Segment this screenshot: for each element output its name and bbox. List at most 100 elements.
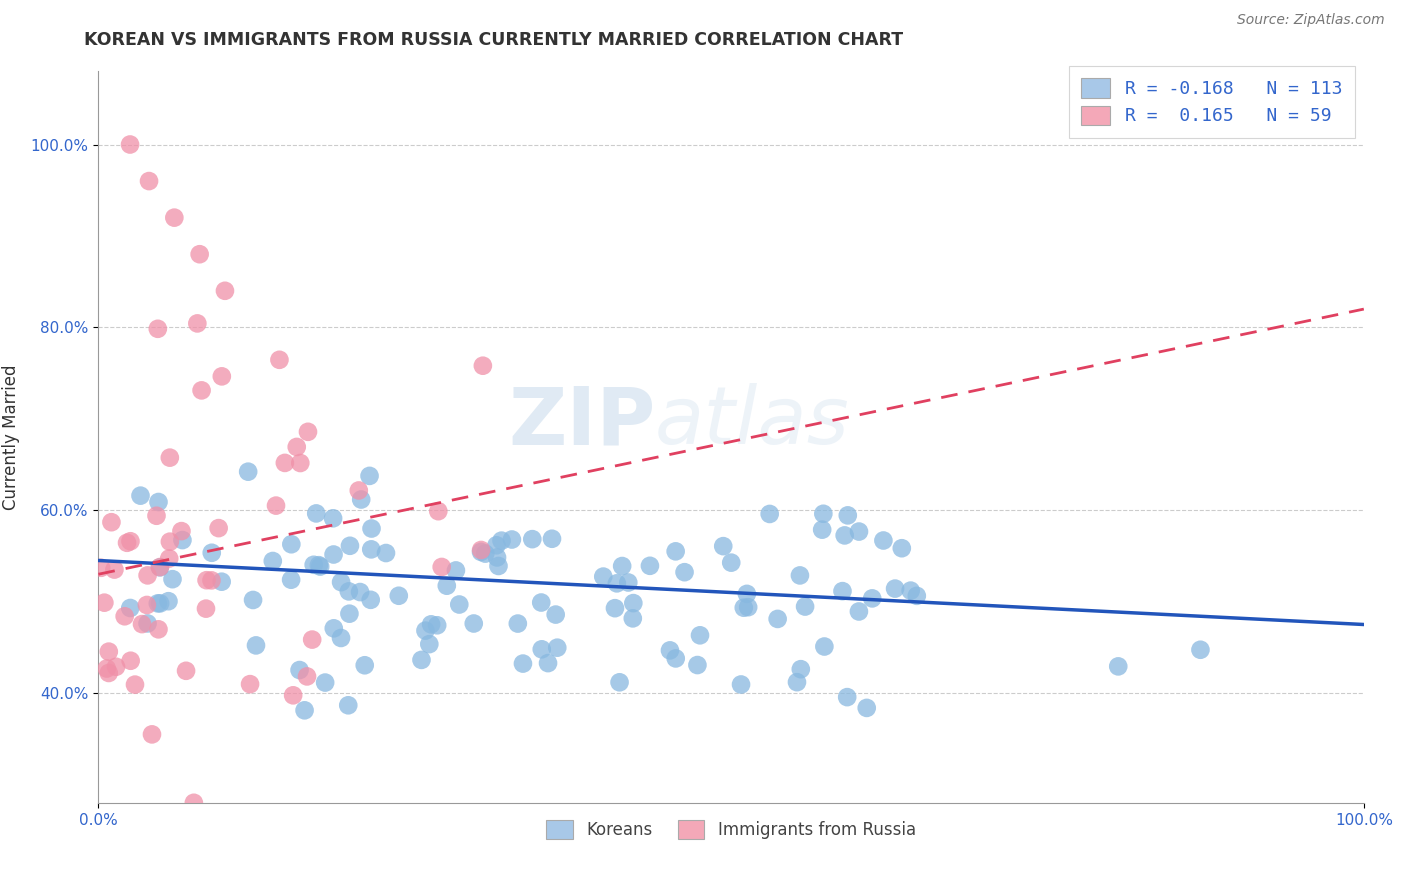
Point	[617, 575, 640, 590]
Point	[360, 522, 382, 536]
Y-axis label: Currently Married: Currently Married	[1, 364, 20, 510]
Point	[360, 542, 382, 557]
Point	[470, 543, 492, 558]
Point	[592, 569, 614, 583]
Point	[449, 598, 471, 612]
Point	[474, 547, 496, 561]
Point	[100, 515, 122, 529]
Point	[105, 660, 128, 674]
Point	[711, 539, 734, 553]
Point	[93, 596, 115, 610]
Point	[294, 703, 316, 717]
Point	[309, 559, 332, 574]
Point	[730, 677, 752, 691]
Text: atlas: atlas	[655, 384, 851, 461]
Point	[301, 632, 323, 647]
Point	[201, 546, 224, 560]
Point	[124, 678, 146, 692]
Point	[537, 656, 560, 670]
Point	[280, 573, 302, 587]
Point	[157, 551, 180, 566]
Point	[120, 601, 142, 615]
Point	[200, 574, 222, 588]
Point	[97, 665, 120, 680]
Point	[330, 631, 353, 645]
Text: KOREAN VS IMMIGRANTS FROM RUSSIA CURRENTLY MARRIED CORRELATION CHART: KOREAN VS IMMIGRANTS FROM RUSSIA CURRENT…	[84, 31, 904, 49]
Point	[136, 568, 159, 582]
Point	[347, 483, 370, 498]
Point	[388, 589, 411, 603]
Point	[149, 560, 172, 574]
Point	[305, 507, 328, 521]
Point	[136, 616, 159, 631]
Point	[737, 600, 759, 615]
Point	[491, 533, 513, 548]
Point	[245, 639, 267, 653]
Point	[159, 450, 181, 465]
Point	[470, 545, 492, 559]
Point	[837, 508, 859, 523]
Point	[322, 548, 344, 562]
Point	[322, 621, 344, 635]
Point	[239, 677, 262, 691]
Point	[337, 698, 360, 713]
Point	[855, 701, 877, 715]
Point	[766, 612, 789, 626]
Point	[488, 558, 510, 573]
Point	[689, 628, 711, 642]
Point	[274, 456, 297, 470]
Point	[302, 558, 325, 572]
Point	[288, 663, 311, 677]
Point	[339, 607, 361, 621]
Point	[530, 642, 553, 657]
Point	[485, 538, 508, 552]
Point	[149, 560, 172, 574]
Point	[170, 524, 193, 538]
Point	[129, 489, 152, 503]
Point	[297, 425, 319, 439]
Point	[609, 675, 631, 690]
Point	[281, 689, 304, 703]
Point	[183, 796, 205, 810]
Point	[103, 563, 125, 577]
Point	[606, 576, 628, 591]
Point	[786, 675, 808, 690]
Point	[546, 640, 568, 655]
Point	[733, 600, 755, 615]
Point	[330, 575, 353, 590]
Point	[120, 654, 142, 668]
Text: ZIP: ZIP	[508, 384, 655, 461]
Point	[290, 456, 312, 470]
Point	[720, 556, 742, 570]
Point	[544, 607, 567, 622]
Point	[295, 669, 318, 683]
Point	[411, 653, 433, 667]
Point	[436, 579, 458, 593]
Point	[735, 587, 758, 601]
Point	[188, 247, 211, 261]
Point	[530, 595, 553, 609]
Point	[149, 596, 172, 610]
Point	[157, 594, 180, 608]
Point	[522, 532, 544, 546]
Point	[314, 675, 336, 690]
Point	[359, 469, 381, 483]
Point	[186, 317, 208, 331]
Point	[872, 533, 894, 548]
Point	[308, 558, 330, 573]
Point	[349, 585, 371, 599]
Point	[659, 643, 682, 657]
Point	[242, 593, 264, 607]
Point	[285, 440, 308, 454]
Point	[834, 528, 856, 542]
Point	[418, 637, 440, 651]
Point	[621, 596, 644, 610]
Point	[174, 664, 197, 678]
Point	[848, 524, 870, 539]
Point	[135, 598, 157, 612]
Point	[512, 657, 534, 671]
Point	[90, 561, 112, 575]
Point	[120, 534, 142, 549]
Point	[758, 507, 780, 521]
Point	[208, 521, 231, 535]
